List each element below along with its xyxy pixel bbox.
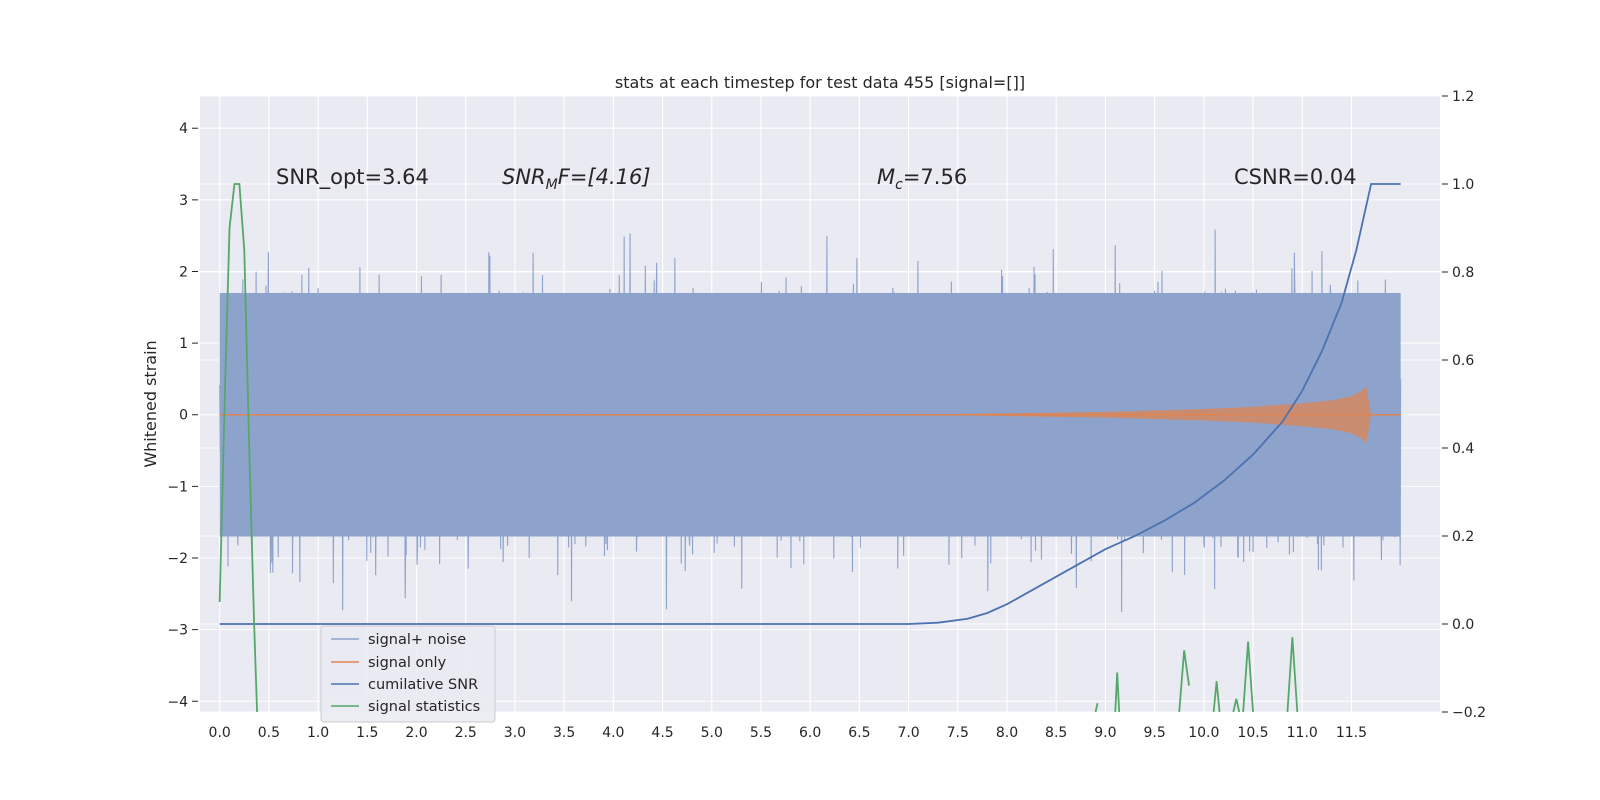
x-tick-label: 7.0 <box>897 725 919 741</box>
x-tick-label: 7.5 <box>947 725 969 741</box>
y-tick-label: −4 <box>167 694 188 710</box>
series-signal-statistics-segment <box>1232 698 1241 712</box>
x-tick-label: 8.5 <box>1045 725 1067 741</box>
annotation-csnr: CSNR=0.04 <box>1234 165 1357 189</box>
legend-label-2: cumilative SNR <box>368 677 478 693</box>
y2-tick-label: −0.2 <box>1452 705 1486 721</box>
annotation-snr-opt: SNR_opt=3.64 <box>276 165 429 190</box>
y-tick-label: 3 <box>179 193 188 209</box>
x-tick-label: 10.5 <box>1237 725 1268 741</box>
x-tick-label: 11.0 <box>1287 725 1318 741</box>
x-tick-label: 2.0 <box>405 725 427 741</box>
x-tick-label: 6.5 <box>848 725 870 741</box>
x-tick-label: 5.5 <box>750 725 772 741</box>
snr-mf-base: SNR <box>502 165 546 189</box>
x-tick-label: 5.0 <box>701 725 723 741</box>
legend-label-1: signal only <box>368 655 447 671</box>
x-tick-label: 0.0 <box>209 725 231 741</box>
series-signal-noise <box>219 229 1402 613</box>
series-signal-statistics-segment <box>1114 672 1121 712</box>
x-tick-label: 4.5 <box>651 725 673 741</box>
annotation-snr-mf: SNRMF=[4.16] <box>502 165 651 193</box>
x-tick-label: 11.5 <box>1336 725 1367 741</box>
x-tick-label: 4.0 <box>602 725 624 741</box>
y-tick-label: −3 <box>167 623 188 639</box>
annotation-mc: Mc=7.56 <box>877 165 967 193</box>
y2-tick-label: 0.0 <box>1452 617 1474 633</box>
y-tick-label: −2 <box>167 551 188 567</box>
x-tick-label: 3.5 <box>553 725 575 741</box>
y-tick-label: 2 <box>179 264 188 280</box>
legend: signal+ noise signal only cumilative SNR… <box>320 625 496 723</box>
snr-mf-rest: F=[4.16] <box>558 165 651 189</box>
plot-content <box>218 183 1402 712</box>
series-cumulative-snr <box>219 183 1401 625</box>
y-tick-label: 1 <box>179 336 188 352</box>
y-tick-label: 4 <box>179 121 188 137</box>
y-tick-label: 0 <box>179 408 188 424</box>
x-tick-label: 3.0 <box>504 725 526 741</box>
y-axis-left: 4 3 2 1 0 −1 −2 −3 −4 <box>167 121 198 710</box>
chart-title: stats at each timestep for test data 455… <box>615 73 1025 92</box>
x-tick-label: 0.5 <box>258 725 280 741</box>
y2-tick-label: 1.2 <box>1452 89 1474 105</box>
y-axis-label: Whitened strain <box>141 340 160 467</box>
y2-tick-label: 0.4 <box>1452 441 1474 457</box>
x-axis: 0.0 0.5 1.0 1.5 2.0 2.5 3.0 3.5 4.0 4.5 5.0 5.5 6.0 6… <box>209 725 1367 741</box>
legend-label-0: signal+ noise <box>368 632 466 648</box>
x-tick-label: 2.5 <box>455 725 477 741</box>
y2-tick-label: 0.8 <box>1452 265 1474 281</box>
series-signal-statistics-segment <box>1242 641 1254 712</box>
y2-tick-label: 1.0 <box>1452 177 1474 193</box>
x-tick-label: 9.0 <box>1094 725 1116 741</box>
x-tick-label: 8.0 <box>996 725 1018 741</box>
x-tick-label: 6.0 <box>799 725 821 741</box>
x-tick-label: 9.5 <box>1143 725 1165 741</box>
x-tick-label: 1.5 <box>356 725 378 741</box>
series-signal-statistics-segment <box>218 183 258 712</box>
mc-sub: c <box>895 177 903 193</box>
x-tick-label: 10.0 <box>1188 725 1219 741</box>
series-signal-statistics-segment <box>1178 650 1190 712</box>
x-tick-label: 1.0 <box>307 725 329 741</box>
legend-label-3: signal statistics <box>368 699 480 715</box>
y2-tick-label: 0.6 <box>1452 353 1474 369</box>
series-signal-statistics-segment <box>1094 703 1099 712</box>
series-signal-statistics-segment <box>1212 681 1221 712</box>
y-axis-right: 1.2 1.0 0.8 0.6 0.4 0.2 0.0 −0.2 <box>1442 89 1486 721</box>
series-signal-statistics-segment <box>1286 637 1299 712</box>
legend-box <box>320 625 496 723</box>
mc-rest: =7.56 <box>903 165 967 189</box>
y2-tick-label: 0.2 <box>1452 529 1474 545</box>
y-tick-label: −1 <box>167 479 188 495</box>
mc-base: M <box>877 165 895 189</box>
snr-mf-sub: M <box>546 177 558 193</box>
